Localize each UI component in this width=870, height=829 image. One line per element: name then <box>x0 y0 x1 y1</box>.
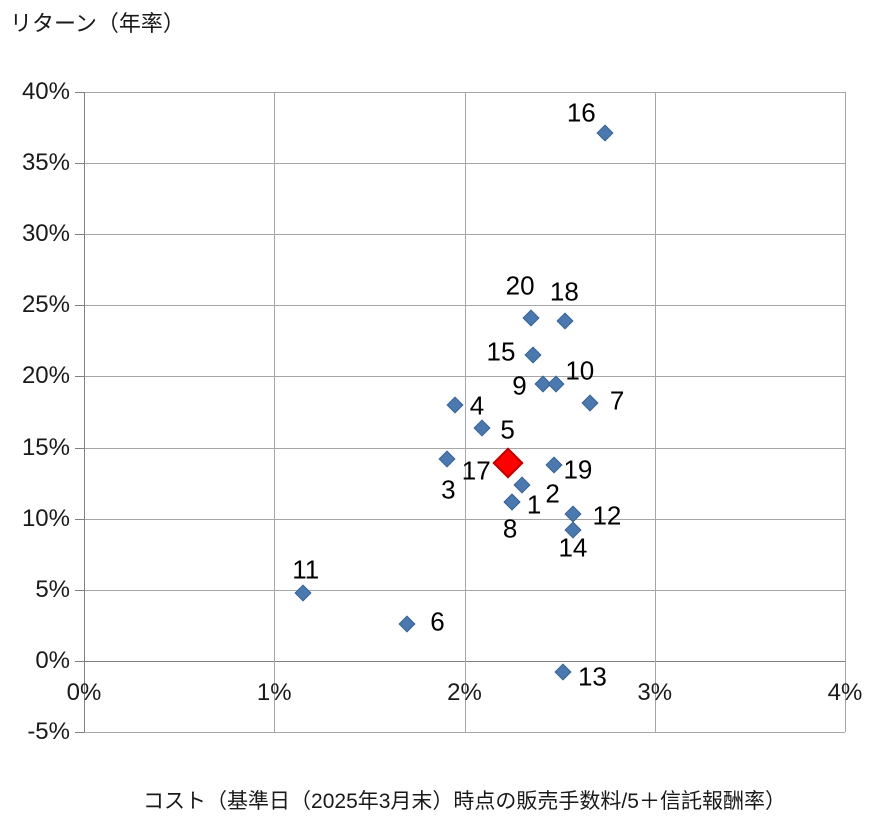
data-point-marker-11 <box>294 584 312 602</box>
data-point-label-4: 4 <box>469 390 485 421</box>
v-gridline <box>845 92 846 732</box>
v-gridline <box>274 92 276 732</box>
data-point-label-13: 13 <box>577 661 607 692</box>
y-axis-tick <box>75 660 84 662</box>
data-point-marker-3 <box>438 450 456 468</box>
y-axis-title: リターン（年率） <box>10 11 185 36</box>
y-tick-label: 30% <box>21 220 70 248</box>
data-point-label-16: 16 <box>566 97 596 128</box>
data-point-marker-16 <box>596 124 614 142</box>
y-tick-label: 40% <box>21 78 70 105</box>
y-tick-label: 20% <box>21 362 70 390</box>
y-tick-label: -5% <box>27 718 70 745</box>
data-point-label-1: 1 <box>526 489 542 520</box>
data-point-marker-6 <box>398 615 416 633</box>
x-tick-label: 1% <box>256 679 292 706</box>
x-tick-label: 0% <box>66 679 102 706</box>
data-point-marker-8 <box>503 493 521 511</box>
data-point-label-9: 9 <box>512 370 527 401</box>
y-tick-label: 15% <box>21 433 70 461</box>
y-axis-tick <box>75 447 84 449</box>
data-point-marker-15 <box>524 346 542 364</box>
y-axis-tick <box>75 518 84 520</box>
data-point-label-2: 2 <box>545 478 560 509</box>
data-point-label-18: 18 <box>549 276 579 307</box>
x-tick-label: 3% <box>637 679 673 706</box>
data-point-label-19: 19 <box>563 454 593 485</box>
y-axis-tick <box>75 376 84 378</box>
y-axis-tick <box>75 732 84 733</box>
y-tick-label: 5% <box>35 575 70 603</box>
data-point-label-14: 14 <box>558 532 588 563</box>
y-axis-tick <box>75 92 84 93</box>
data-point-marker-7 <box>581 394 599 412</box>
y-axis-tick <box>75 589 84 591</box>
data-point-marker-5 <box>473 419 491 437</box>
y-axis-line <box>84 92 85 732</box>
data-point-label-15: 15 <box>486 336 516 367</box>
y-axis-tick <box>75 163 84 165</box>
data-point-label-5: 5 <box>500 414 515 445</box>
data-point-label-17: 17 <box>461 455 491 486</box>
y-tick-label: 0% <box>35 646 70 674</box>
data-point-marker-10 <box>547 375 565 393</box>
v-gridline <box>464 92 466 732</box>
data-point-marker-18 <box>556 312 574 330</box>
data-point-label-12: 12 <box>592 500 622 531</box>
x-tick-label: 4% <box>827 679 863 706</box>
data-point-label-8: 8 <box>502 513 518 544</box>
data-point-label-6: 6 <box>430 606 445 637</box>
x-tick-label: 2% <box>447 679 482 706</box>
data-point-marker-13 <box>554 663 572 681</box>
data-point-marker-19 <box>545 456 563 474</box>
data-point-marker-17 <box>492 447 524 479</box>
y-tick-label: 10% <box>21 504 70 532</box>
data-point-label-3: 3 <box>441 474 456 505</box>
x-axis-title: コスト（基準日（2025年3月末）時点の販売手数料/5＋信託報酬率） <box>143 790 786 813</box>
h-gridline <box>84 732 845 733</box>
data-point-label-7: 7 <box>609 385 625 416</box>
y-tick-label: 35% <box>21 149 70 177</box>
data-point-marker-20 <box>522 309 540 327</box>
data-point-marker-12 <box>564 505 582 523</box>
y-tick-label: 25% <box>21 291 70 319</box>
data-point-label-11: 11 <box>292 554 320 585</box>
data-point-label-10: 10 <box>565 355 595 386</box>
v-gridline <box>654 92 656 732</box>
data-point-marker-4 <box>446 396 464 414</box>
y-axis-tick <box>75 305 84 307</box>
y-axis-tick <box>75 234 84 236</box>
data-point-label-20: 20 <box>505 270 535 301</box>
